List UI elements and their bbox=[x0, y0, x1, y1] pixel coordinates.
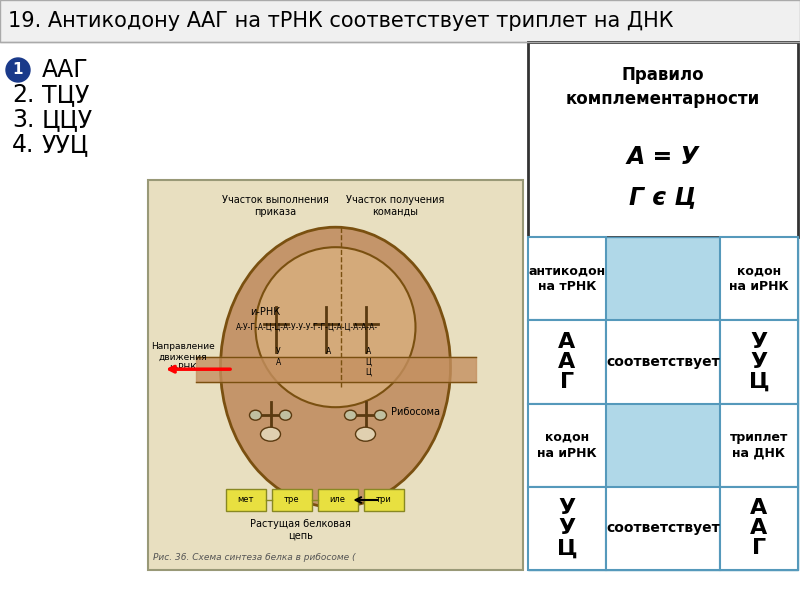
Text: иле: иле bbox=[330, 496, 346, 505]
Ellipse shape bbox=[261, 427, 281, 441]
Ellipse shape bbox=[345, 410, 357, 420]
Ellipse shape bbox=[279, 410, 291, 420]
Ellipse shape bbox=[221, 227, 450, 507]
Text: Рибосома: Рибосома bbox=[391, 407, 440, 417]
Text: 3.: 3. bbox=[12, 108, 34, 132]
Text: А
А
Г: А А Г bbox=[558, 332, 576, 392]
Text: А: А bbox=[326, 347, 331, 356]
Text: 2.: 2. bbox=[12, 83, 34, 107]
Text: А-У-Г-А-Ц-Ц-А-У-У-У-Г-Г-Ц-А-Ц-А-А-А-: А-У-Г-А-Ц-Ц-А-У-У-У-Г-Г-Ц-А-Ц-А-А-А- bbox=[235, 323, 378, 332]
Ellipse shape bbox=[250, 410, 262, 420]
FancyBboxPatch shape bbox=[528, 403, 606, 487]
FancyBboxPatch shape bbox=[226, 489, 266, 511]
Text: 19. Антикодону ААГ на тРНК соответствует триплет на ДНК: 19. Антикодону ААГ на тРНК соответствует… bbox=[8, 11, 674, 31]
Text: Участок получения
команды: Участок получения команды bbox=[346, 195, 445, 217]
Text: ААГ: ААГ bbox=[42, 58, 89, 82]
FancyBboxPatch shape bbox=[720, 320, 798, 403]
FancyBboxPatch shape bbox=[528, 237, 798, 570]
Text: соответствует: соответствует bbox=[606, 521, 720, 535]
FancyBboxPatch shape bbox=[363, 489, 403, 511]
Text: Направление
движения
и-РНК: Направление движения и-РНК bbox=[151, 342, 215, 372]
FancyBboxPatch shape bbox=[606, 320, 720, 403]
Circle shape bbox=[6, 58, 30, 82]
Text: А
А
Г: А А Г bbox=[750, 499, 768, 559]
Text: ЦЦУ: ЦЦУ bbox=[42, 108, 93, 132]
Text: мет: мет bbox=[238, 496, 254, 505]
FancyBboxPatch shape bbox=[528, 487, 606, 570]
FancyBboxPatch shape bbox=[318, 489, 358, 511]
FancyBboxPatch shape bbox=[720, 487, 798, 570]
FancyBboxPatch shape bbox=[271, 489, 311, 511]
Text: УУЦ: УУЦ bbox=[42, 133, 89, 157]
FancyBboxPatch shape bbox=[528, 320, 606, 403]
Ellipse shape bbox=[255, 247, 415, 407]
Text: три: три bbox=[376, 496, 391, 505]
Text: 1: 1 bbox=[13, 62, 23, 77]
Text: Г є Ц: Г є Ц bbox=[630, 185, 697, 209]
Text: 4.: 4. bbox=[12, 133, 34, 157]
Text: кодон
на иРНК: кодон на иРНК bbox=[537, 431, 597, 460]
FancyBboxPatch shape bbox=[148, 180, 523, 570]
Text: А
Ц
Ц: А Ц Ц bbox=[366, 347, 371, 377]
Text: Участок выполнения
приказа: Участок выполнения приказа bbox=[222, 195, 329, 217]
Text: У
А: У А bbox=[276, 347, 281, 367]
Ellipse shape bbox=[355, 427, 375, 441]
Text: и-РНК: и-РНК bbox=[250, 307, 281, 317]
Text: соответствует: соответствует bbox=[606, 355, 720, 369]
Text: триплет
на ДНК: триплет на ДНК bbox=[730, 431, 788, 460]
Text: Рис. 36. Схема синтеза белка в рибосоме (: Рис. 36. Схема синтеза белка в рибосоме … bbox=[153, 553, 355, 562]
FancyBboxPatch shape bbox=[528, 42, 798, 237]
Text: Растущая белковая
цепь: Растущая белковая цепь bbox=[250, 519, 351, 541]
Text: У
У
Ц: У У Ц bbox=[749, 332, 770, 392]
FancyBboxPatch shape bbox=[528, 237, 606, 320]
Text: Правило
комплементарности: Правило комплементарности bbox=[566, 65, 760, 109]
FancyBboxPatch shape bbox=[0, 0, 800, 42]
FancyBboxPatch shape bbox=[606, 487, 720, 570]
Text: У
У
Ц: У У Ц bbox=[557, 499, 578, 559]
Text: ТЦУ: ТЦУ bbox=[42, 83, 90, 107]
Text: антикодон
на тРНК: антикодон на тРНК bbox=[529, 264, 606, 293]
Text: тре: тре bbox=[284, 496, 299, 505]
Text: кодон
на иРНК: кодон на иРНК bbox=[729, 264, 789, 293]
FancyBboxPatch shape bbox=[720, 237, 798, 320]
Ellipse shape bbox=[374, 410, 386, 420]
FancyBboxPatch shape bbox=[720, 403, 798, 487]
Text: А = У: А = У bbox=[626, 145, 699, 169]
